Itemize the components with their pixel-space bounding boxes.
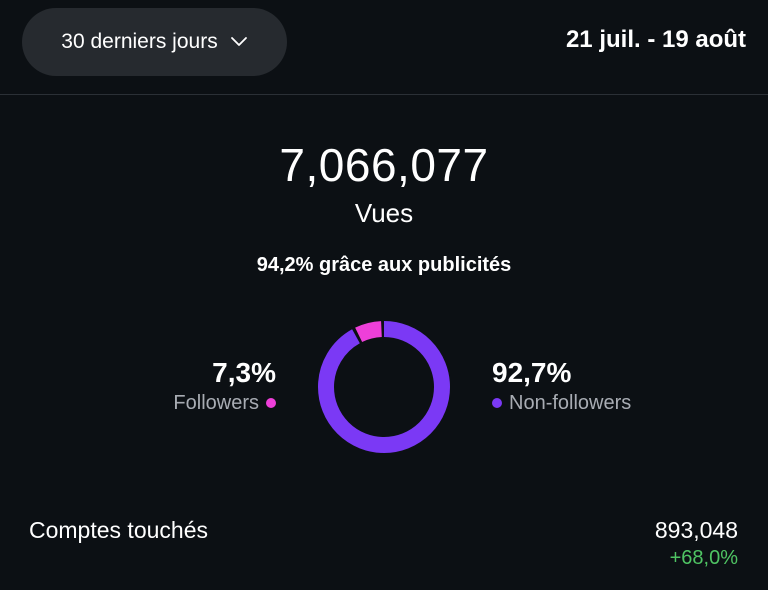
header-divider (0, 94, 768, 95)
non-followers-legend-label: Non-followers (509, 392, 632, 414)
non-followers-legend: Non-followers (492, 390, 631, 416)
donut-segment-non-followers (318, 321, 450, 453)
accounts-reached-value: 893,048 (654, 517, 738, 543)
accounts-reached-change: +68,0% (669, 547, 738, 569)
audience-donut-chart (318, 321, 450, 453)
non-followers-legend-dot (492, 398, 502, 408)
total-views-label: Vues (354, 198, 414, 228)
followers-legend: Followers (173, 390, 276, 416)
followers-legend-dot (266, 398, 276, 408)
non-followers-percent: 92,7% (492, 357, 572, 388)
total-views: 7,066,077 (279, 139, 489, 191)
non-followers-stat: 92,7% Non-followers (492, 356, 631, 416)
followers-legend-label: Followers (173, 392, 259, 414)
ads-share-note: 94,2% grâce aux publicités (256, 254, 512, 276)
chevron-down-icon (230, 37, 247, 46)
date-range-selector-label: 30 derniers jours (61, 30, 218, 53)
date-range-text: 21 juil. - 19 août (565, 26, 746, 53)
followers-stat: 7,3% Followers (173, 356, 276, 416)
followers-percent: 7,3% (212, 357, 276, 388)
date-range-selector[interactable]: 30 derniers jours (22, 8, 287, 76)
accounts-reached-label: Comptes touchés (29, 517, 208, 543)
